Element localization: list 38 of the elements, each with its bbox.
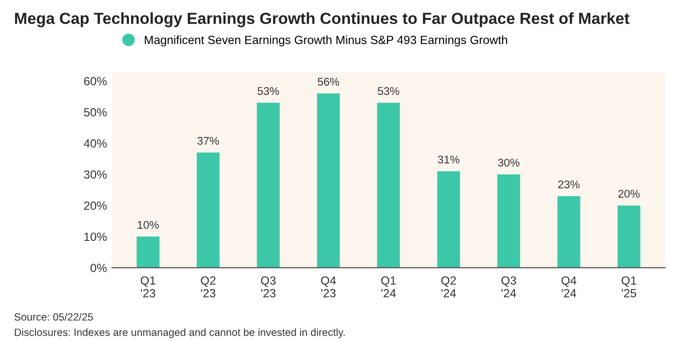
y-tick-label: 30%: [84, 170, 107, 179]
x-tick-label: Q4 '23: [321, 276, 336, 298]
legend-label: Magnificent Seven Earnings Growth Minus S&P 493 Earnings Growth: [144, 35, 508, 46]
text: Disclosures: Indexes are unmanaged and cannot be invested in directly.: [14, 328, 345, 338]
x-tick-label: Q1 '25: [622, 276, 636, 298]
x-tick-label: Q2 '23: [200, 276, 216, 298]
x-tick-label: Q1 '24: [381, 276, 396, 298]
x-tick-label: Q1 '23: [140, 276, 156, 298]
data-label: 37%: [197, 136, 219, 145]
y-tick-label: 0%: [90, 264, 107, 272]
data-label: 53%: [258, 87, 280, 95]
bar: [497, 174, 520, 268]
data-label: 53%: [378, 87, 400, 95]
data-label: 23%: [558, 180, 580, 188]
data-label: 56%: [318, 78, 340, 86]
bar: [196, 152, 220, 268]
y-tick-label: 20%: [84, 201, 107, 210]
bar: [136, 236, 160, 268]
bar: [377, 102, 400, 268]
data-label: 20%: [618, 190, 640, 198]
source-note: Source: 05/22/25: [14, 312, 93, 321]
x-tick-label: Q4 '24: [562, 276, 576, 298]
y-tick-label: 40%: [84, 139, 107, 148]
y-tick-label: 50%: [84, 108, 107, 116]
data-label: 31%: [438, 156, 460, 164]
x-tick-label: Q3 '23: [260, 276, 276, 298]
data-label: 10%: [138, 220, 159, 229]
y-tick-label: 60%: [84, 76, 107, 86]
x-tick-label: Q3 '24: [501, 276, 516, 298]
bar: [557, 196, 580, 268]
y-tick-label: 10%: [84, 232, 107, 241]
x-tick-label: Q2 '24: [441, 276, 456, 298]
chart-title: Mega Cap Technology Earnings Growth Continues to Far Outpace Rest of Market: [15, 12, 630, 28]
bar: [256, 102, 280, 268]
bar: [437, 171, 460, 268]
data-label: 30%: [498, 158, 520, 167]
bar: [618, 205, 640, 268]
bar: [316, 93, 340, 268]
